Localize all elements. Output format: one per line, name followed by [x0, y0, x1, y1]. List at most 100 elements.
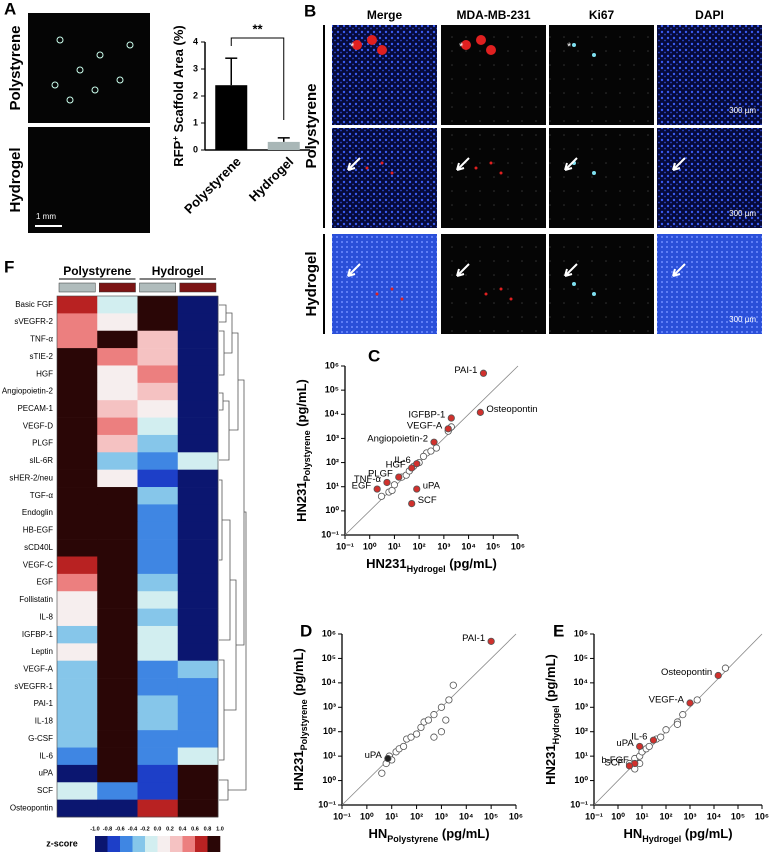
point-label: Osteopontin [661, 667, 712, 678]
colorbar-tick-label: -0.8 [103, 826, 112, 832]
point-label: VEGF-A [649, 694, 685, 705]
arrow [672, 157, 686, 171]
ki67-signal [572, 43, 576, 47]
heat-cell [97, 330, 138, 349]
y-tick-label: 10¹ [326, 481, 339, 491]
x-tick-label: 10⁶ [511, 541, 525, 551]
row-label: PAI-1 [34, 699, 54, 708]
point-label: IL-6 [394, 455, 410, 466]
y-tick-label: 10⁴ [322, 677, 336, 687]
heat-cell [177, 730, 219, 748]
heat-cell [137, 747, 179, 766]
point-label: VEGF-A [407, 420, 443, 431]
ki67-signal [592, 53, 596, 57]
x-tick-label: Polystyrene [181, 154, 244, 217]
micrograph [441, 128, 546, 228]
significance-label: ** [252, 21, 263, 36]
micrograph [28, 127, 150, 233]
heat-cell [57, 434, 98, 453]
ki67-signal [592, 292, 596, 296]
axis-label-part: HN231 [291, 750, 306, 790]
rfp-signal [400, 297, 404, 301]
x-tick-label: 10⁴ [459, 811, 473, 821]
heat-cell [97, 417, 138, 436]
data-point [442, 716, 450, 724]
heat-cell [137, 365, 179, 384]
data-point [384, 754, 392, 763]
panel-letter: C [368, 346, 380, 365]
heat-cell [137, 348, 179, 366]
heat-cell [137, 487, 179, 505]
heat-cell [57, 504, 98, 523]
data-point [437, 703, 446, 711]
axis-label-part: (pg/mL) [438, 826, 489, 841]
data-point [407, 733, 415, 741]
heat-cell [57, 712, 98, 731]
heat-cell [137, 660, 179, 679]
data-point [430, 733, 438, 741]
heat-cell [177, 296, 219, 314]
x-tick-label: 10⁴ [707, 811, 721, 821]
heat-cell [57, 747, 98, 766]
heat-cell [57, 643, 98, 661]
heat-cell [57, 764, 98, 783]
heat-cell [97, 365, 138, 384]
heat-cell [137, 382, 179, 401]
data-point [693, 696, 701, 704]
column-key [139, 282, 176, 293]
x-tick-label: 10¹ [388, 541, 401, 551]
y-tick-label: 3 [193, 63, 198, 73]
rfp-signal [390, 287, 394, 291]
heat-cell [57, 487, 98, 505]
axis-label-part: (pg/mL) [543, 654, 558, 705]
y-tick-label: 10² [575, 726, 588, 736]
data-point [383, 478, 391, 487]
heat-cell [57, 660, 98, 679]
y-tick-label: 10⁶ [322, 628, 336, 638]
heat-cell [97, 730, 138, 748]
colorbar-block [120, 836, 133, 852]
axis-label: HN231Hydrogel (pg/mL) [543, 654, 561, 785]
heat-cell [137, 296, 179, 314]
point-label: uPA [616, 738, 634, 749]
y-tick-label: 10⁵ [322, 653, 336, 663]
heat-cell [137, 504, 179, 523]
row-label: HGF [36, 369, 53, 378]
colorbar-tick-label: 1.0 [216, 826, 224, 832]
row-label: sCD40L [24, 543, 53, 552]
data-point [408, 464, 416, 472]
asterisk: * [350, 41, 355, 53]
y-tick-label: 10¹ [323, 751, 336, 761]
heat-cell [177, 313, 219, 332]
heat-cell [177, 591, 219, 609]
row-label: IL-18 [35, 717, 54, 726]
row-label: Basic FGF [15, 300, 53, 309]
axis-label-part: HN231 [366, 556, 406, 571]
heat-cell [137, 730, 179, 748]
heat-cell [57, 799, 98, 818]
heat-cell [137, 591, 179, 609]
row-label: sHER-2/neu [9, 473, 53, 482]
heat-cell [137, 573, 179, 592]
data-point [395, 473, 403, 481]
point-label: Angiopoietin-2 [367, 434, 428, 445]
row-label: SCF [37, 786, 53, 795]
arrow [564, 157, 578, 171]
row-label: G-CSF [28, 734, 53, 743]
heat-cell [177, 608, 219, 627]
heat-cell [177, 712, 219, 731]
data-point [412, 730, 421, 738]
x-tick-label: 10³ [437, 541, 450, 551]
axis-label: HNHydrogel (pg/mL) [623, 826, 732, 844]
column-key [99, 282, 136, 293]
row-label: PECAM-1 [17, 404, 53, 413]
axis-label-part: (pg/mL) [291, 648, 306, 699]
heat-cell [97, 504, 138, 523]
axis-label: HN231Polystyrene (pg/mL) [294, 379, 312, 522]
panel-letter: B [304, 1, 316, 20]
heat-cell [97, 712, 138, 731]
x-tick-label: 10² [410, 811, 423, 821]
point-label: b-FGF [601, 755, 629, 766]
data-point [721, 664, 730, 672]
colorbar-tick-label: 0.8 [204, 826, 212, 832]
